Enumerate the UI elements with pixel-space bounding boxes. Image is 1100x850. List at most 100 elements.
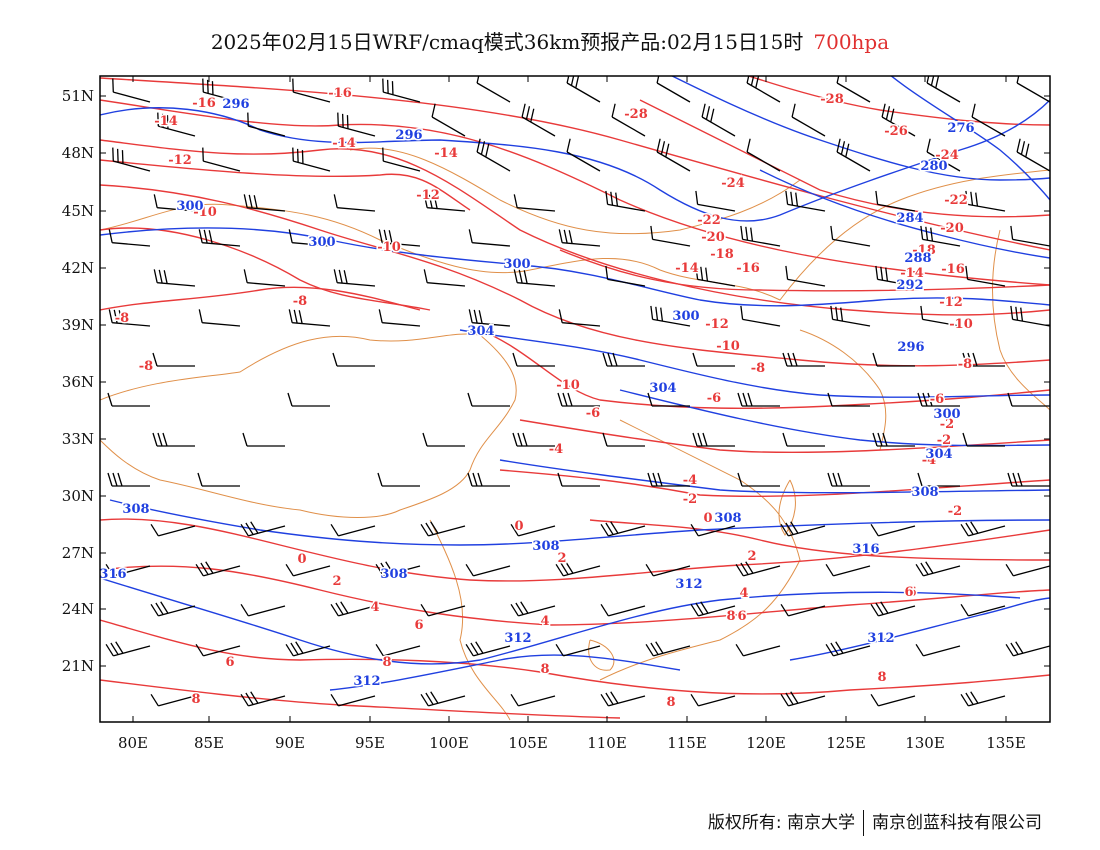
wind-barb: [375, 561, 421, 577]
temperature-label: -14: [900, 266, 924, 281]
wind-barb: [650, 225, 691, 247]
wind-barb: [827, 392, 870, 407]
wind-barb: [602, 352, 645, 367]
wind-barb: [830, 225, 871, 247]
wind-barb: [431, 103, 466, 137]
wind-barb: [330, 693, 376, 707]
temperature-label: 2: [747, 549, 756, 564]
wind-barb: [105, 641, 151, 657]
wind-barb: [150, 523, 196, 537]
wind-barb: [555, 561, 601, 577]
wind-barb: [242, 432, 285, 447]
wind-barb: [692, 432, 735, 447]
temperature-isoline: [100, 286, 421, 311]
wind-barb: [605, 265, 646, 287]
geopotential-label: 280: [920, 159, 947, 174]
temperature-label: -12: [939, 295, 963, 310]
wind-barb: [510, 693, 556, 707]
temperature-label: -12: [416, 188, 440, 203]
temperature-label: -10: [716, 339, 740, 354]
geopotential-isoline: [499, 459, 1050, 494]
wind-barb: [285, 641, 331, 657]
temperature-label: -4: [549, 442, 563, 457]
geopotential-label: 292: [896, 278, 923, 293]
wind-barb: [917, 472, 960, 487]
geopotential-isoline: [459, 329, 1050, 398]
wind-barb: [107, 472, 150, 487]
geopotential-isoline: [100, 227, 1050, 307]
wind-barb: [378, 229, 421, 247]
wind-barb: [558, 309, 601, 327]
wind-barb: [830, 305, 871, 327]
temperature-label: -8: [751, 361, 765, 376]
wind-barb: [557, 392, 600, 407]
temperature-label: -20: [701, 230, 725, 245]
geopotential-label: 308: [714, 511, 741, 526]
wind-barb: [197, 472, 240, 487]
temperature-isolines: [100, 76, 1050, 719]
plateau-boundary: [100, 333, 517, 518]
wind-barb: [1007, 392, 1050, 407]
wind-barb: [112, 147, 151, 172]
lon-label: 125E: [826, 734, 866, 752]
wind-barb: [476, 138, 511, 172]
geopotential-label: 308: [532, 539, 559, 554]
wind-barb: [198, 309, 241, 327]
map-title: 2025年02月15日WRF/cmaq模式36km预报产品:02月15日15时 7…: [0, 26, 1100, 55]
wind-barb: [330, 601, 376, 617]
wind-barb: [423, 269, 466, 287]
temperature-label: -2: [948, 504, 962, 519]
temperature-label: 2: [332, 574, 341, 589]
wind-barb: [285, 563, 331, 577]
lat-label: 24N: [62, 600, 94, 618]
temperature-isoline: [499, 469, 1050, 498]
temperature-label: -24: [721, 176, 745, 191]
temperature-label: 4: [739, 586, 748, 601]
wind-barb: [740, 225, 781, 247]
wind-barb: [1010, 225, 1050, 247]
geopotential-label: 300: [308, 235, 335, 250]
wind-barb: [566, 76, 601, 103]
geopotential-label: 312: [675, 577, 702, 592]
wind-barb: [782, 352, 825, 367]
wind-barb: [926, 138, 961, 172]
wind-barb: [611, 103, 646, 137]
wind-barb: [332, 352, 375, 367]
temperature-label: -18: [710, 247, 734, 262]
geopotential-label: 300: [672, 309, 699, 324]
geopotential-label: 316: [852, 542, 879, 557]
wind-barb: [476, 76, 511, 103]
temperature-label: -12: [168, 153, 192, 168]
temperature-label: 0: [514, 519, 523, 534]
wind-barb: [785, 190, 826, 212]
geopotential-label: 304: [925, 447, 952, 462]
wind-barb: [292, 78, 331, 103]
lat-label: 39N: [62, 316, 94, 334]
wind-barb: [202, 147, 241, 172]
wind-barb: [112, 78, 151, 103]
wind-barb: [558, 229, 601, 247]
lon-label: 105E: [508, 734, 548, 752]
wind-barb: [695, 265, 736, 287]
lat-label: 42N: [62, 259, 94, 277]
plot-frame: [99, 75, 1051, 723]
wind-barb: [965, 265, 1006, 287]
temperature-label: -22: [697, 213, 721, 228]
latitude-axis: 51N 48N 45N 42N 39N 36N 33N 30N 27N 24N 21N: [62, 87, 1050, 675]
coast-boundary: [599, 419, 801, 681]
wind-barb: [870, 601, 916, 617]
wind-barb: [870, 693, 916, 707]
lon-label: 85E: [194, 734, 224, 752]
wind-barb: [108, 309, 151, 327]
wind-barb: [647, 392, 690, 407]
wind-barb: [780, 603, 826, 617]
geopotential-label: 304: [649, 381, 676, 396]
geopotential-label: 308: [380, 567, 407, 582]
temperature-label: -2: [683, 492, 697, 507]
geopotential-label: 296: [897, 340, 924, 355]
lon-label: 135E: [986, 734, 1026, 752]
wind-barb: [645, 641, 691, 657]
wind-barb: [881, 103, 916, 137]
lon-label: 80E: [118, 734, 148, 752]
